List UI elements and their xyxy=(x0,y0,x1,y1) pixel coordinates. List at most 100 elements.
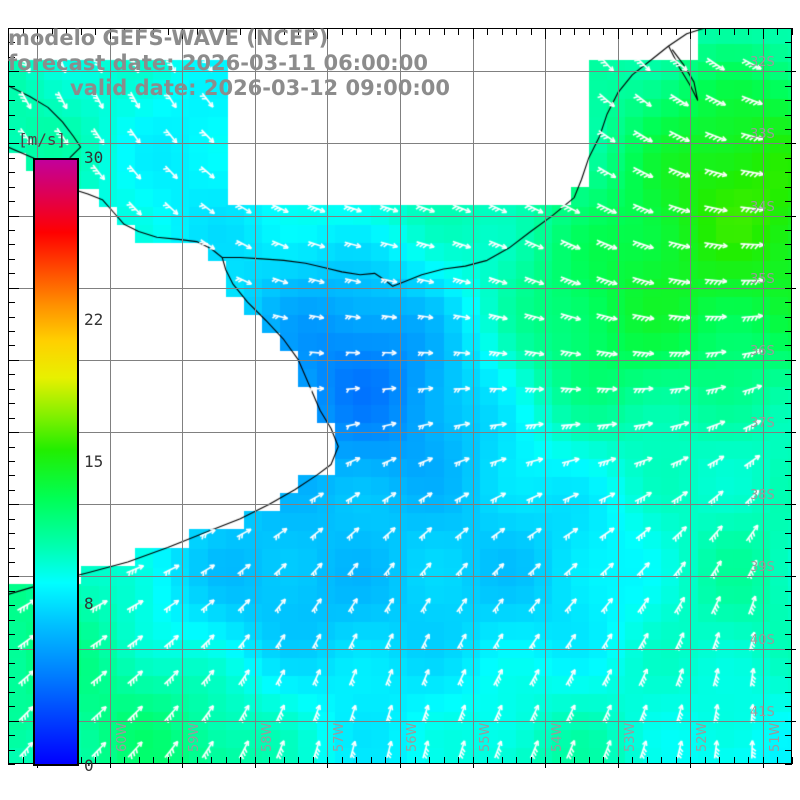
axis-tick xyxy=(298,28,299,35)
axis-tick xyxy=(531,757,532,764)
gridline-lon xyxy=(763,28,764,764)
axis-tick xyxy=(8,345,15,346)
axis-tick xyxy=(785,216,796,217)
axis-tick xyxy=(792,757,793,764)
axis-tick xyxy=(785,86,792,87)
axis-tick xyxy=(785,591,792,592)
lon-label: 54W xyxy=(550,722,566,752)
axis-tick xyxy=(444,757,445,764)
axis-tick xyxy=(618,757,619,768)
axis-tick xyxy=(632,28,633,35)
axis-tick xyxy=(8,620,15,621)
colorbar[interactable] xyxy=(33,158,79,766)
axis-tick xyxy=(603,28,604,35)
lon-label: 51W xyxy=(767,722,783,752)
lat-label: 39S xyxy=(750,560,775,576)
axis-tick xyxy=(8,143,19,144)
gridline-lon xyxy=(327,28,328,764)
axis-tick xyxy=(785,504,796,505)
gridline-lat xyxy=(8,432,792,433)
lat-label: 33S xyxy=(750,127,775,143)
axis-tick xyxy=(8,201,15,202)
axis-tick xyxy=(211,757,212,764)
axis-tick xyxy=(8,389,15,390)
gridline-lon xyxy=(110,28,111,764)
axis-tick xyxy=(8,757,9,764)
axis-tick xyxy=(777,757,778,764)
lat-label: 40S xyxy=(750,632,775,648)
axis-tick xyxy=(785,288,796,289)
lon-label: 52W xyxy=(695,722,711,752)
axis-tick xyxy=(8,230,15,231)
axis-tick xyxy=(255,28,256,39)
axis-tick xyxy=(269,757,270,764)
axis-tick xyxy=(8,735,15,736)
axis-tick xyxy=(734,757,735,764)
axis-tick xyxy=(785,317,792,318)
map-plot-area[interactable] xyxy=(8,28,792,764)
axis-tick xyxy=(8,317,15,318)
axis-tick xyxy=(8,360,19,361)
axis-tick xyxy=(400,757,401,768)
axis-tick xyxy=(792,28,793,35)
axis-tick xyxy=(785,230,792,231)
axis-tick xyxy=(516,28,517,35)
axis-tick xyxy=(124,757,125,764)
axis-tick xyxy=(487,28,488,35)
axis-tick xyxy=(8,42,15,43)
axis-tick xyxy=(560,28,561,35)
axis-tick xyxy=(8,750,15,751)
axis-tick xyxy=(785,634,792,635)
axis-tick xyxy=(139,757,140,764)
axis-tick xyxy=(785,302,792,303)
axis-tick xyxy=(661,28,662,35)
axis-tick xyxy=(632,757,633,764)
axis-tick xyxy=(785,389,792,390)
axis-tick xyxy=(8,706,15,707)
axis-tick xyxy=(763,28,764,39)
axis-tick xyxy=(240,757,241,764)
axis-tick xyxy=(785,562,792,563)
axis-tick xyxy=(385,28,386,35)
axis-tick xyxy=(8,447,15,448)
gridline-lat xyxy=(8,721,792,722)
axis-tick xyxy=(8,533,15,534)
axis-tick xyxy=(226,757,227,764)
axis-tick xyxy=(168,28,169,35)
colorbar-unit-label: [m/s] xyxy=(18,130,67,149)
axis-tick xyxy=(785,764,792,765)
lon-label: 57W xyxy=(332,722,348,752)
axis-tick xyxy=(8,649,19,650)
axis-tick xyxy=(269,28,270,35)
axis-tick xyxy=(785,475,792,476)
axis-tick xyxy=(748,757,749,764)
axis-tick xyxy=(705,28,706,35)
axis-tick xyxy=(182,757,183,768)
colorbar-tick-label: 8 xyxy=(84,593,94,613)
axis-tick xyxy=(785,677,792,678)
colorbar-tick-label: 30 xyxy=(84,148,104,167)
axis-tick xyxy=(8,721,19,722)
axis-tick xyxy=(153,28,154,35)
axis-tick xyxy=(785,533,792,534)
axis-tick xyxy=(81,28,82,35)
axis-tick xyxy=(785,605,792,606)
axis-tick xyxy=(139,28,140,35)
axis-tick xyxy=(785,42,792,43)
axis-tick xyxy=(487,757,488,764)
lat-label: 34S xyxy=(750,199,775,215)
axis-tick xyxy=(473,757,474,768)
axis-tick xyxy=(95,28,96,35)
gridline-lat xyxy=(8,576,792,577)
axis-tick xyxy=(676,28,677,35)
axis-tick xyxy=(785,519,792,520)
axis-tick xyxy=(785,360,796,361)
axis-tick xyxy=(748,28,749,35)
gridline-lat xyxy=(8,71,792,72)
axis-tick xyxy=(8,259,15,260)
axis-tick xyxy=(8,418,15,419)
gridline-lon xyxy=(618,28,619,764)
colorbar-tick-label: 0 xyxy=(84,756,94,775)
axis-tick xyxy=(8,562,15,563)
axis-tick xyxy=(589,757,590,764)
